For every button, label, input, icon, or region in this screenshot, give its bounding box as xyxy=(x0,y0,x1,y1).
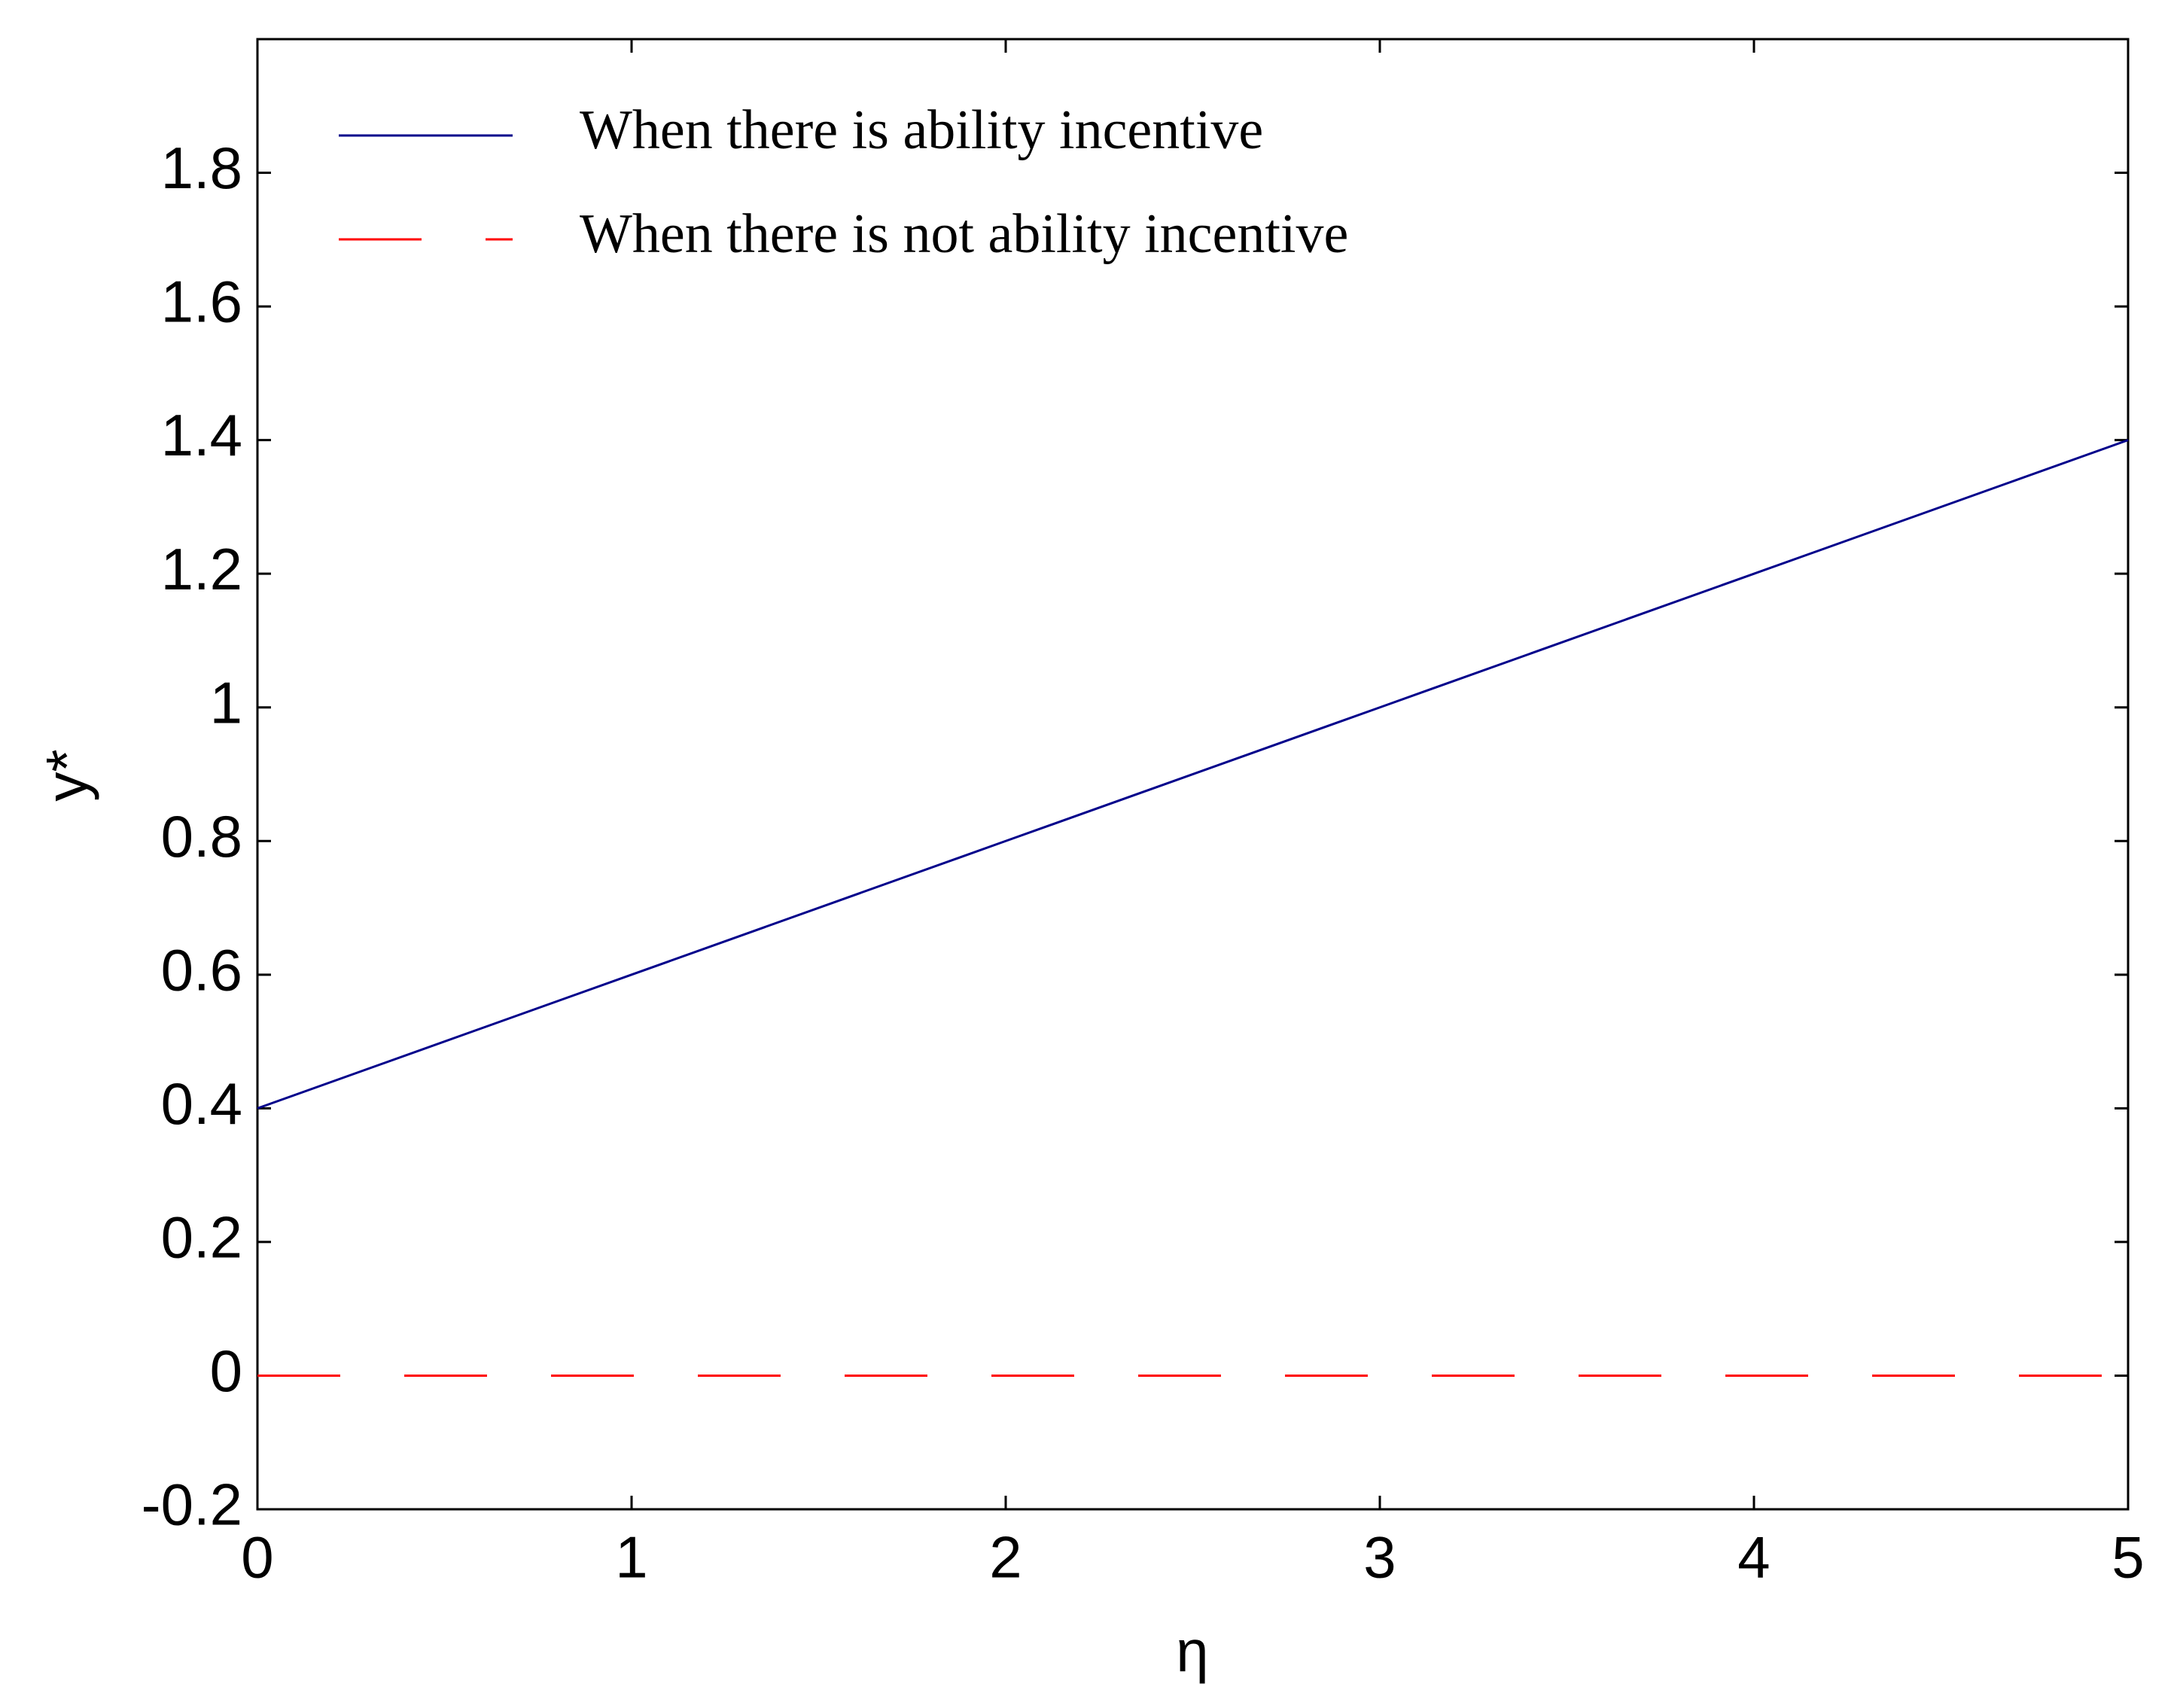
x-tick-label: 1 xyxy=(615,1524,647,1591)
y-axis-label: y* xyxy=(34,749,100,801)
y-tick-label: -0.2 xyxy=(142,1472,242,1538)
legend-label: When there is ability incentive xyxy=(580,99,1263,161)
x-tick-label: 4 xyxy=(1737,1524,1770,1591)
x-tick-label: 2 xyxy=(989,1524,1022,1591)
x-axis-label: η xyxy=(1176,1618,1208,1685)
x-tick-label: 5 xyxy=(2112,1524,2144,1591)
x-tick-label: 0 xyxy=(241,1524,273,1591)
y-tick-label: 1.8 xyxy=(161,135,242,201)
y-tick-label: 1.6 xyxy=(161,269,242,335)
y-tick-label: 0.4 xyxy=(161,1070,242,1137)
y-tick-label: 1.2 xyxy=(161,536,242,602)
y-tick-label: 1 xyxy=(210,669,242,735)
y-tick-label: 1.4 xyxy=(161,402,242,468)
y-tick-label: 0.6 xyxy=(161,936,242,1003)
y-tick-label: 0.8 xyxy=(161,803,242,869)
legend-label: When there is not ability incentive xyxy=(580,203,1348,265)
y-tick-label: 0 xyxy=(210,1338,242,1404)
x-tick-label: 3 xyxy=(1363,1524,1396,1591)
y-tick-label: 0.2 xyxy=(161,1204,242,1271)
data-line xyxy=(257,439,2129,1110)
